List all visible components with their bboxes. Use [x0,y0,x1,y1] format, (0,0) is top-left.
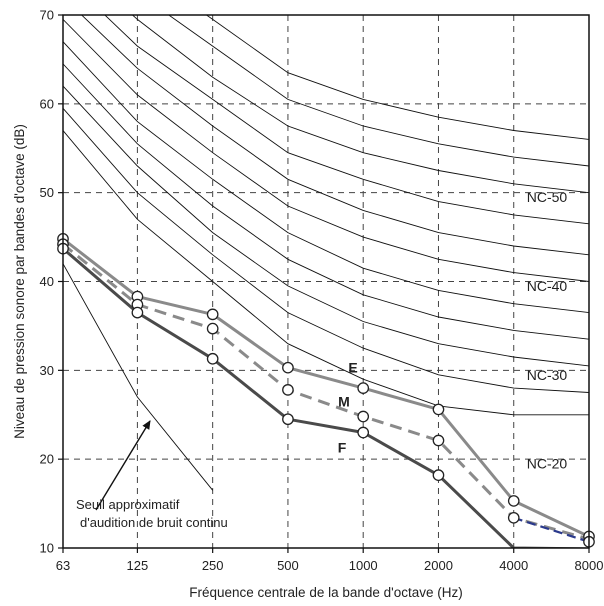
x-tick-label-1000: 1000 [349,558,378,573]
threshold-arrow [95,420,151,511]
data-point-marker-14 [357,410,370,423]
y-tick-label-40: 40 [40,274,54,289]
y-tick-label-70: 70 [40,8,54,23]
y-tick-label-50: 50 [40,185,54,200]
y-tick-label-10: 10 [40,541,54,556]
nc-label-nc-20: NC-20 [527,456,568,472]
nc-curve-10 [167,15,589,167]
data-point-marker-16 [432,403,445,416]
data-point-marker-20 [507,511,520,524]
hearing-threshold-curve [63,263,214,491]
nc-curve-11 [205,15,589,140]
data-point-marker-11 [282,384,294,396]
series-line-f [63,247,589,548]
nc-curve-nc-40 [80,15,589,256]
data-point-marker-19 [507,495,520,507]
nc-curve-6 [63,19,589,282]
nc-curve-nc-30 [63,41,589,314]
y-tick-label-60: 60 [40,96,54,111]
x-tick-label-500: 500 [277,558,299,573]
x-tick-label-2000: 2000 [424,558,453,573]
threshold-annotation-line-2: d'audition de bruit continu [80,515,228,530]
series-label-e: E [348,360,357,376]
data-point-marker-6 [131,306,144,319]
data-point-marker-17 [432,434,445,447]
data-point-marker-12 [282,413,294,426]
nc-label-nc-40: NC-40 [527,278,568,294]
nc-curve-8 [104,15,589,225]
x-axis-label: Fréquence centrale de la bande d'octave … [189,585,463,600]
series-line-e [63,237,589,538]
x-tick-label-125: 125 [127,558,149,573]
data-point-marker-7 [206,308,219,321]
data-point-marker-8 [206,322,219,335]
x-tick-label-8000: 8000 [575,558,604,573]
series-line-m [63,243,589,541]
y-axis-label: Niveau de pression sonore par bandes d'o… [12,124,27,439]
data-point-marker-15 [357,426,370,439]
nc-curve-nc-20 [63,85,589,367]
data-point-marker-9 [206,352,219,365]
nc-label-nc-50: NC-50 [527,189,568,205]
y-tick-label-30: 30 [40,363,54,378]
nc-curve-nc-50 [131,15,589,194]
data-point-marker-18 [432,469,445,482]
series-label-m: M [338,393,350,409]
series-label-f: F [338,440,347,456]
nc-curve-2 [63,108,589,393]
nc-label-nc-30: NC-30 [527,367,568,383]
data-point-marker-13 [357,382,370,394]
data-point-marker-10 [282,361,294,374]
x-tick-label-63: 63 [56,558,70,573]
threshold-annotation-line-1: Seuil approximatif [76,497,180,512]
y-tick-label-20: 20 [40,452,54,467]
x-tick-label-250: 250 [202,558,224,573]
x-tick-label-4000: 4000 [499,558,528,573]
nc-curve-1 [63,130,589,416]
nc-curve-4 [63,63,589,340]
threshold-annotation: Seuil approximatif d'audition de bruit c… [76,420,228,530]
